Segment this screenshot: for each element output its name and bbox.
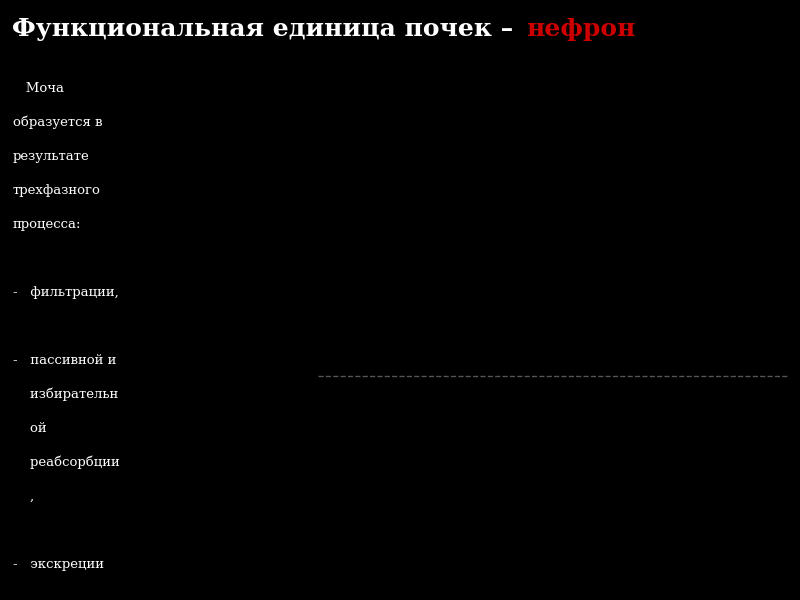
Circle shape (410, 214, 425, 227)
Text: трубочки: трубочки (647, 467, 698, 477)
Text: Боумена): Боумена) (224, 241, 275, 250)
Text: петли Генле: петли Генле (430, 563, 498, 572)
Text: Корковое вещество: Корковое вещество (647, 352, 754, 361)
Text: Тонкий сегмент: Тонкий сегмент (430, 542, 518, 551)
Text: Капсула: Капсула (224, 212, 270, 221)
Text: сегмент: сегмент (565, 136, 609, 145)
Text: извитой каналец: извитой каналец (218, 284, 310, 293)
Text: Афферентная и эфферентная артериолы: Афферентная и эфферентная артериолы (535, 191, 760, 200)
Text: образуется в: образуется в (13, 116, 102, 129)
Text: извитой каналец: извитой каналец (436, 80, 529, 89)
Text: процесса:: процесса: (13, 218, 82, 230)
Text: Функциональная единица почек –: Функциональная единица почек – (12, 17, 522, 41)
Text: ,: , (13, 490, 34, 503)
Text: Толстый сегмент: Толстый сегмент (647, 288, 742, 297)
Text: петли Генле: петли Генле (647, 308, 715, 317)
Text: нисходящей части: нисходящей части (647, 298, 749, 307)
Text: Клубочек: Клубочек (356, 188, 409, 197)
Text: собирательной: собирательной (647, 457, 730, 467)
Text: Соединительный: Соединительный (565, 125, 658, 134)
Text: петли Генле: петли Генле (289, 403, 357, 412)
Text: -   экскреции: - экскреции (13, 558, 104, 571)
Text: собирательной трубочки: собирательной трубочки (647, 249, 784, 259)
Text: избирательн: избирательн (13, 388, 118, 401)
Text: нефрон: нефрон (526, 17, 636, 41)
Text: результате: результате (13, 149, 90, 163)
Text: реабсорбции: реабсорбции (13, 456, 119, 469)
Text: Проксимальный: Проксимальный (218, 274, 308, 283)
Text: клубочка: клубочка (224, 221, 275, 231)
Text: нисходящей части: нисходящей части (289, 553, 390, 562)
Text: (капсула: (капсула (224, 232, 272, 241)
Text: Плотное пятно: Плотное пятно (342, 125, 424, 134)
Text: Дистальный: Дистальный (449, 69, 516, 78)
Text: (macula densa): (macula densa) (342, 136, 422, 145)
Text: петли Генле: петли Генле (289, 563, 357, 572)
Text: Мозговое вещество: Мозговое вещество (647, 377, 754, 386)
Text: восходящей части: восходящей части (430, 553, 530, 562)
Text: трехфазного: трехфазного (13, 184, 101, 197)
Text: Тонкий сегмент: Тонкий сегмент (289, 542, 376, 551)
Text: ой: ой (13, 422, 46, 435)
Text: Толстый сегмент: Толстый сегмент (289, 382, 382, 391)
Text: -   фильтрации,: - фильтрации, (13, 286, 118, 299)
Text: восходящей части: восходящей части (289, 392, 389, 401)
Text: Моча: Моча (13, 82, 64, 95)
Text: Кортикальная часть: Кортикальная часть (647, 239, 758, 248)
Text: Медуллярная часть: Медуллярная часть (647, 447, 756, 456)
Text: -   пассивной и: - пассивной и (13, 354, 116, 367)
